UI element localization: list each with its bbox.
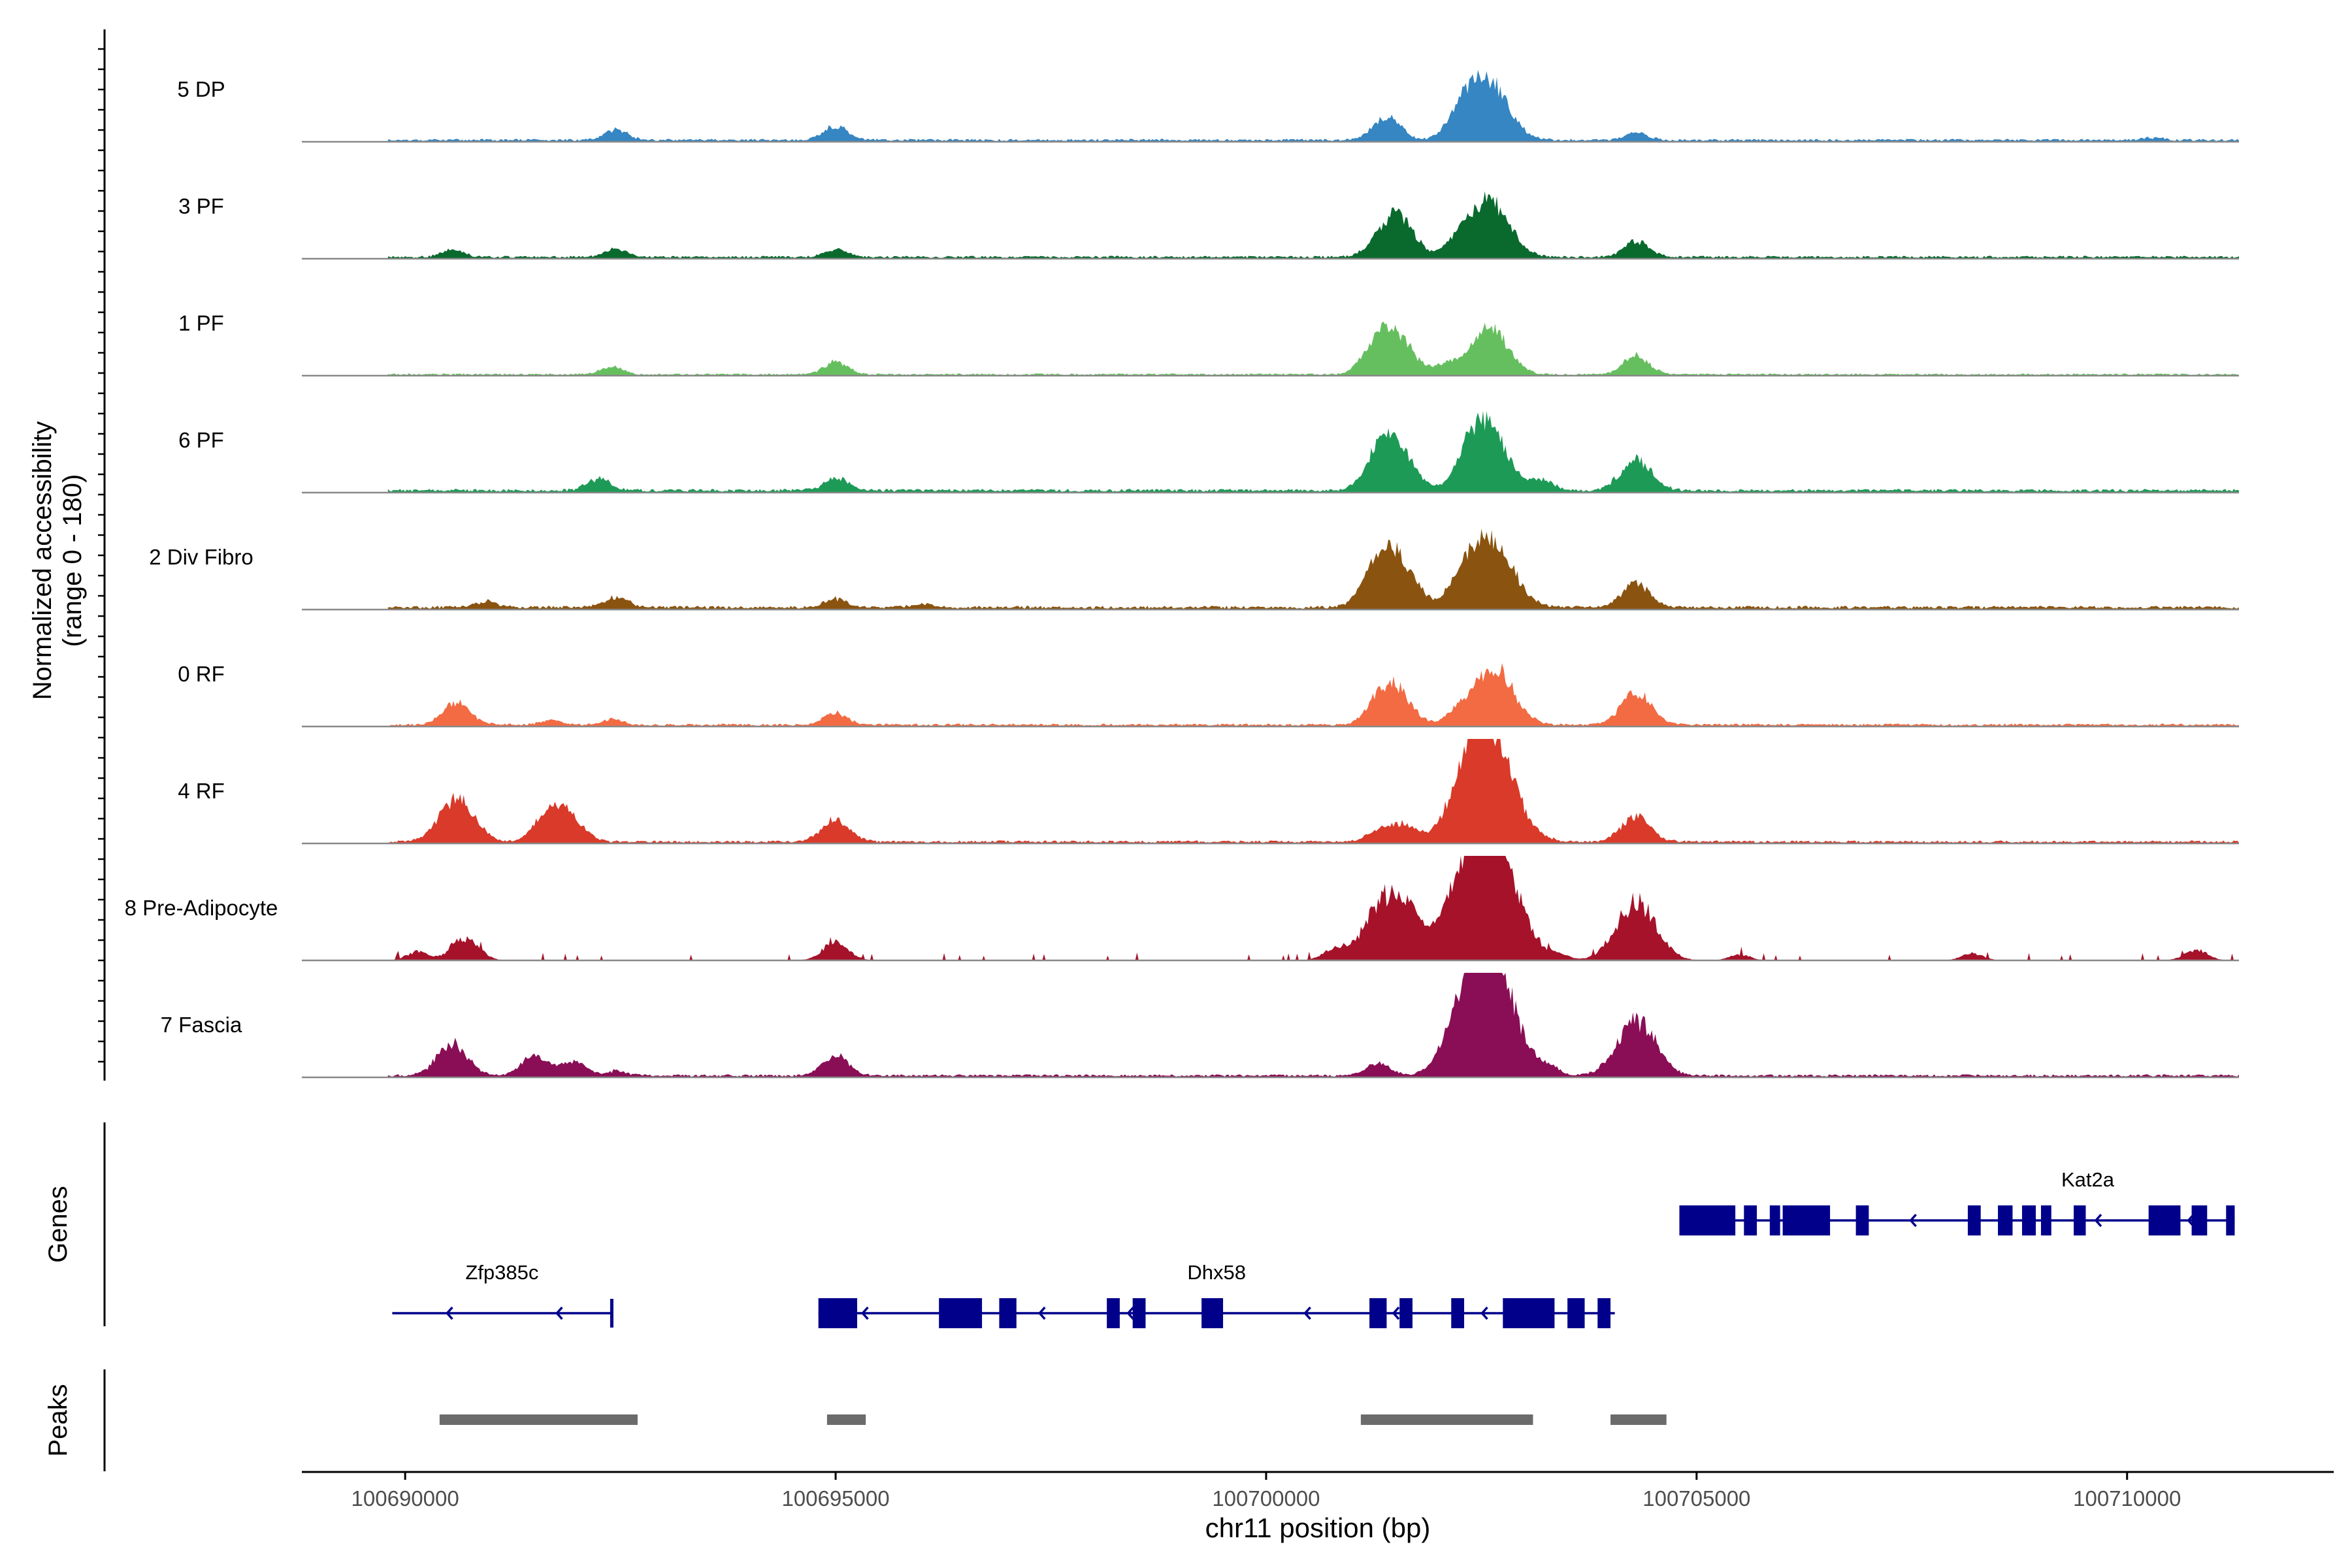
coverage-tracks: 5 DP 3 PF 1 PF 6 PF 2 Div Fibro 0 RF 4 RF 8 Pre…	[125, 70, 2240, 1079]
exon	[1597, 1298, 1611, 1328]
track-0-rf: 0 RF	[178, 662, 2240, 728]
peak-region	[826, 1414, 866, 1425]
coverage-area	[387, 410, 2239, 493]
exon	[1567, 1298, 1585, 1328]
exon	[1782, 1205, 1831, 1235]
strand-arrow	[1037, 1306, 1046, 1320]
exon	[2148, 1205, 2181, 1235]
exon	[1107, 1298, 1120, 1328]
peaks-label: Peaks	[44, 1384, 73, 1456]
peak-annotation	[439, 1414, 1667, 1425]
strand-arrow	[446, 1306, 453, 1320]
gene-name: Kat2a	[2061, 1168, 2115, 1191]
exon	[2040, 1205, 2051, 1235]
axes: Normalized accessibility (range 0 - 180) G…	[28, 29, 2334, 1543]
exon	[1998, 1205, 2013, 1235]
x-tick-label: 100690000	[351, 1486, 459, 1511]
exon	[2074, 1205, 2086, 1235]
x-tick-label: 100710000	[2073, 1486, 2181, 1511]
strand-arrow	[1480, 1306, 1488, 1320]
track-label: 8 Pre-Adipocyte	[125, 896, 278, 920]
gene-name: Zfp385c	[465, 1261, 538, 1284]
coverage-area	[387, 663, 2239, 727]
strand-arrow	[1392, 1306, 1400, 1320]
track-3-pf: 3 PF	[178, 191, 2240, 260]
track-label: 4 RF	[178, 779, 225, 803]
gene-name: Dhx58	[1187, 1261, 1246, 1284]
track-1-pf: 1 PF	[178, 311, 2240, 377]
coverage-area	[387, 973, 2239, 1077]
strand-arrow	[1909, 1213, 1917, 1228]
gene-annotation: Kat2a Zfp385c Dhx58	[392, 1168, 2235, 1328]
track-5-dp: 5 DP	[177, 70, 2240, 143]
strand-arrow	[861, 1306, 869, 1320]
track-7-fascia: 7 Fascia	[161, 973, 2240, 1079]
x-tick-label: 100695000	[781, 1486, 889, 1511]
track-6-pf: 6 PF	[178, 410, 2240, 494]
y-axis-range-label: (range 0 - 180)	[58, 474, 87, 647]
coverage-area	[387, 856, 2239, 960]
track-2-div-fibro: 2 Div Fibro	[149, 529, 2240, 611]
genes-label: Genes	[44, 1186, 73, 1263]
exon	[1769, 1205, 1780, 1235]
exon	[1369, 1298, 1387, 1328]
strand-arrow	[2094, 1213, 2102, 1228]
peak-region	[439, 1414, 638, 1425]
track-label: 0 RF	[178, 662, 225, 686]
exon	[1503, 1298, 1555, 1328]
track-label: 6 PF	[178, 428, 224, 452]
coverage-area	[387, 529, 2239, 610]
track-8-pre-adipocyte: 8 Pre-Adipocyte	[125, 856, 2240, 962]
gene-zfp385c: Zfp385c	[392, 1261, 613, 1328]
exon	[2226, 1205, 2235, 1235]
exon	[818, 1298, 857, 1328]
exon	[1399, 1298, 1413, 1328]
gene-kat2a: Kat2a	[1679, 1168, 2235, 1235]
x-tick-label: 100705000	[1642, 1486, 1750, 1511]
exon	[1679, 1205, 1736, 1235]
exon	[1132, 1298, 1146, 1328]
exon	[1451, 1298, 1465, 1328]
exon	[2021, 1205, 2036, 1235]
track-4-rf: 4 RF	[178, 739, 2240, 845]
exon	[1855, 1205, 1869, 1235]
coverage-area	[387, 70, 2239, 142]
exon	[1201, 1298, 1224, 1328]
gene-dhx58: Dhx58	[818, 1261, 1615, 1328]
exon	[999, 1298, 1017, 1328]
track-label: 7 Fascia	[161, 1013, 242, 1037]
track-label: 1 PF	[178, 311, 224, 335]
x-tick-label: 100700000	[1212, 1486, 1320, 1511]
coverage-area	[387, 739, 2239, 843]
strand-arrow	[1303, 1306, 1311, 1320]
x-axis-label: chr11 position (bp)	[1205, 1512, 1431, 1543]
track-label: 3 PF	[178, 194, 224, 218]
exon	[1744, 1205, 1757, 1235]
track-label: 5 DP	[177, 77, 225, 101]
coverage-area	[387, 321, 2239, 376]
peak-region	[1360, 1414, 1533, 1425]
exon	[939, 1298, 983, 1328]
strand-arrow	[555, 1306, 563, 1320]
strand-arrow	[1126, 1306, 1135, 1320]
y-axis-label: Normalized accessibility	[28, 421, 57, 700]
track-label: 2 Div Fibro	[149, 545, 253, 569]
exon	[2191, 1205, 2208, 1235]
coverage-area	[387, 191, 2239, 259]
exon	[1967, 1205, 1981, 1235]
peak-region	[1610, 1414, 1667, 1425]
